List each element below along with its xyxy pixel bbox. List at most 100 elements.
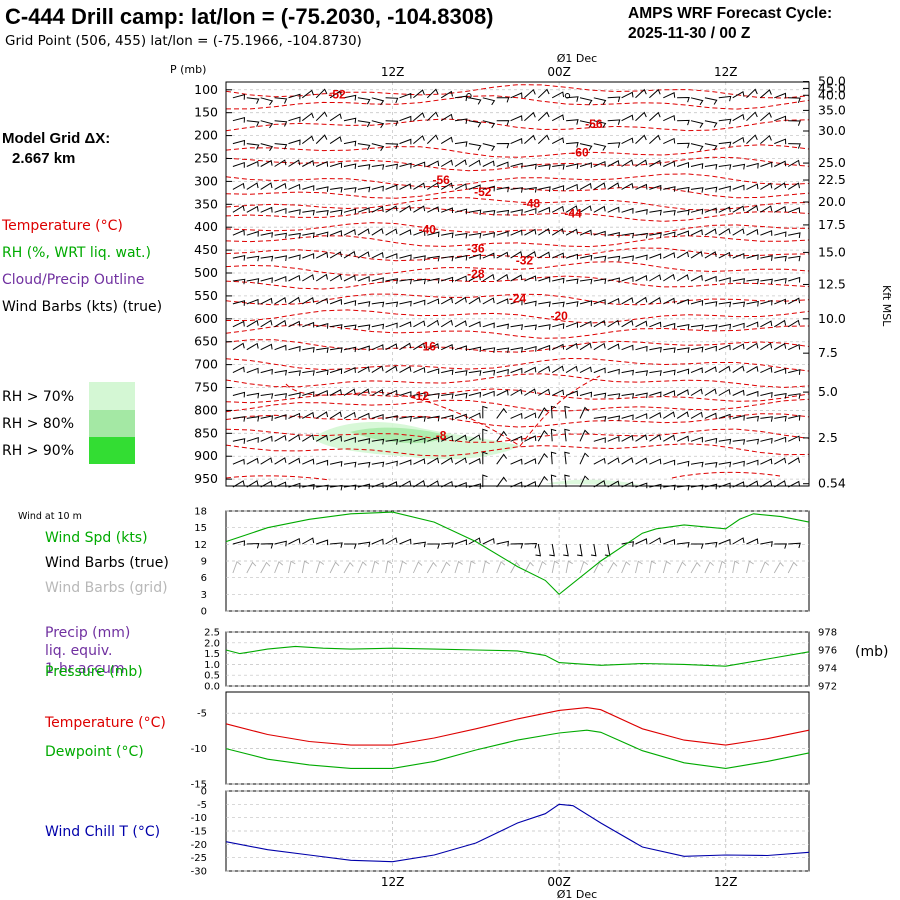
wind-barb [399,92,412,99]
wind-barb [704,163,718,170]
wind-barb [649,458,662,465]
pressure-axis-title: P (mb) [170,63,206,76]
wind-barb [621,414,634,421]
surface-wind-barb-grid [635,560,643,574]
wind-barb [274,414,287,420]
wind-barb [246,319,259,328]
wind-barb [524,481,537,488]
wind-barb [343,461,357,468]
wind-barb [343,187,357,193]
surface-wind-barb-grid [579,560,589,574]
wind-barb [635,345,648,352]
wind-barb [564,451,570,465]
wind-barb [677,96,690,103]
temperature-contour-label: -16 [419,339,437,353]
wind-barb [246,392,260,399]
legend-wind-barbs: Wind Barbs (kts) (true) [2,299,162,315]
wind-barb [496,389,509,396]
wind-barb [288,183,301,190]
temperature-contour [225,443,810,457]
wind-barb [593,416,607,422]
wind-barb [385,343,398,351]
wind-barb [760,458,773,465]
wind-barb [774,343,787,351]
wind-barb [537,452,548,465]
wind-barb [607,415,621,422]
wind-barb [454,183,467,190]
top-time-axis: 12Z 00Z 12Z [381,65,738,79]
legend-cloud: Cloud/Precip Outline [2,272,145,288]
wind-barb [718,164,732,170]
wind-barb [482,160,495,167]
wind-barb [649,88,661,99]
wind-barb [441,369,454,375]
pressure-tick-label-right: 974 [818,664,837,675]
wind-barb [635,134,647,144]
legend-precip: Precip (mm) [45,625,130,641]
temperature-contour [225,413,810,428]
wind-barb [788,120,801,126]
wind-barb [663,273,676,282]
wind-barb [274,143,288,150]
wind-barb [774,457,787,465]
wind-barb [510,162,523,169]
wind-barb [718,365,731,374]
wind-barb [496,230,509,237]
wind-barb [343,388,356,396]
wind-barb [371,164,385,170]
wind-barb [357,164,371,170]
wind-barb [302,434,315,442]
wind-barb [538,206,551,213]
wind-barb [260,368,273,375]
wind-barb [232,458,245,465]
wind-barb [454,457,467,465]
surface-wind-barb-grid [704,561,714,574]
wind-barb [579,254,593,261]
wind-barb [399,183,412,190]
wind-barb [663,411,676,419]
wind-barb [788,143,801,149]
wind-barb [760,182,773,190]
wind-barb [427,457,440,465]
wind-barb [788,207,801,213]
wind-barb [774,415,787,422]
wind-chill-panel: 0 -5 -10 -15 -20 -25 -30 [191,787,810,878]
upper-air-wind-barbs [232,88,801,491]
wind-barb [649,483,662,490]
surface-wind-barb-grid [773,561,784,574]
wind-barb [482,474,488,488]
wind-barb [593,367,606,374]
surface-wind-barb [718,538,731,545]
wind-barb [718,461,732,468]
wind-barb [413,112,425,122]
wind-barb [288,434,301,442]
wind-barb [579,182,592,190]
wind-barb [260,319,273,328]
wind-barb [579,162,592,168]
wind-barb [607,319,620,328]
wind-barb [635,159,648,167]
wind-barb [524,134,536,144]
wind-barb [690,388,703,396]
wind-barb [413,205,426,213]
wind-barb [454,275,467,282]
wind-barb [454,118,468,124]
wind-barb [663,297,676,305]
temperature-contour [225,118,810,132]
temperature-contours [225,84,810,481]
wind-barb [440,90,453,99]
temp-tick-label: -5 [197,709,207,720]
wind-barb [343,163,357,169]
wind-barb [565,183,578,190]
wind-barb [316,323,329,329]
surface-wind-barb-grid [676,561,687,574]
wind-barb [566,142,579,148]
wind-barb [579,300,593,306]
wind-barb [413,342,426,351]
wind-barb [468,346,482,353]
wind-barb [413,392,426,398]
wind-barb [746,480,759,488]
surface-wind-barb [399,538,412,545]
wind-barb [301,135,314,144]
wind-barb [260,206,273,213]
